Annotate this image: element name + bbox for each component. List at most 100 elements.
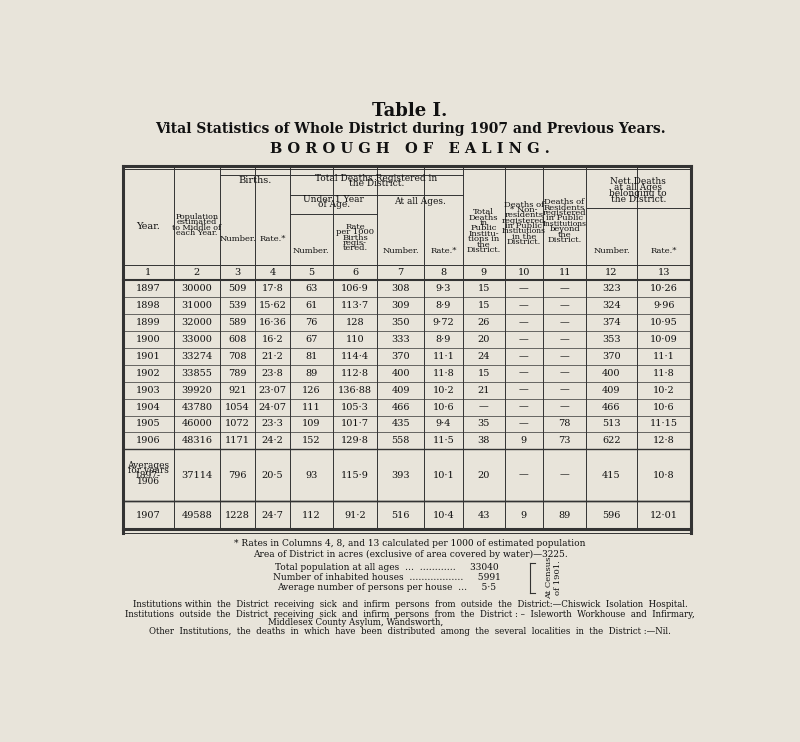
Text: —: — xyxy=(560,335,570,344)
Text: 9·72: 9·72 xyxy=(433,318,454,326)
Text: 1900: 1900 xyxy=(136,335,161,344)
Text: 6: 6 xyxy=(352,268,358,277)
Text: 409: 409 xyxy=(391,386,410,395)
Text: 333: 333 xyxy=(391,335,410,344)
Text: 10·26: 10·26 xyxy=(650,284,678,293)
Text: registered: registered xyxy=(502,217,546,225)
Text: —: — xyxy=(478,403,489,412)
Text: —: — xyxy=(560,403,570,412)
Text: 11·8: 11·8 xyxy=(653,369,674,378)
Text: 91·2: 91·2 xyxy=(344,510,366,519)
Text: Institutions: Institutions xyxy=(502,228,546,235)
Text: 1171: 1171 xyxy=(225,436,250,445)
Text: beyond: beyond xyxy=(550,225,580,233)
Text: —: — xyxy=(519,369,529,378)
Text: 10·95: 10·95 xyxy=(650,318,678,326)
Text: belonging to: belonging to xyxy=(610,189,667,198)
Text: —: — xyxy=(519,419,529,428)
Text: 20: 20 xyxy=(478,335,490,344)
Text: 1899: 1899 xyxy=(136,318,161,326)
Text: Number of inhabited houses  ………………     5991: Number of inhabited houses ……………… 5991 xyxy=(273,574,501,582)
Text: 43780: 43780 xyxy=(182,403,212,412)
Text: 128: 128 xyxy=(346,318,364,326)
Text: 370: 370 xyxy=(391,352,410,361)
Text: At all Ages.: At all Ages. xyxy=(394,197,446,206)
Text: 308: 308 xyxy=(391,284,410,293)
Text: 39920: 39920 xyxy=(182,386,212,395)
Text: 110: 110 xyxy=(346,335,364,344)
Text: 466: 466 xyxy=(602,403,621,412)
Text: 11·15: 11·15 xyxy=(650,419,678,428)
Text: 129·8: 129·8 xyxy=(341,436,369,445)
Text: 15: 15 xyxy=(478,369,490,378)
Text: 9: 9 xyxy=(481,268,486,277)
Text: 513: 513 xyxy=(602,419,621,428)
Text: 49588: 49588 xyxy=(182,510,212,519)
Text: Year.: Year. xyxy=(137,222,160,231)
Text: 789: 789 xyxy=(228,369,247,378)
Text: 3: 3 xyxy=(234,268,241,277)
Text: —: — xyxy=(560,352,570,361)
Text: 115·9: 115·9 xyxy=(341,470,369,479)
Text: —: — xyxy=(560,284,570,293)
Text: 78: 78 xyxy=(558,419,570,428)
Text: 10·8: 10·8 xyxy=(653,470,674,479)
Text: 374: 374 xyxy=(602,318,621,326)
Text: 12: 12 xyxy=(606,268,618,277)
Text: Deaths of: Deaths of xyxy=(545,198,585,206)
Text: District.: District. xyxy=(547,236,582,244)
Text: 596: 596 xyxy=(602,510,621,519)
Text: 796: 796 xyxy=(228,470,247,479)
Text: estimated: estimated xyxy=(177,218,217,226)
Text: 136·88: 136·88 xyxy=(338,386,372,395)
Text: 11·1: 11·1 xyxy=(432,352,454,361)
Text: 8·9: 8·9 xyxy=(436,301,451,310)
Text: 8·9: 8·9 xyxy=(436,335,451,344)
Text: 608: 608 xyxy=(228,335,246,344)
Text: Institutions  outside  the  District  receiving  sick  and  infirm  persons  fro: Institutions outside the District receiv… xyxy=(125,610,695,619)
Text: 113·7: 113·7 xyxy=(341,301,369,310)
Text: District.: District. xyxy=(507,238,541,246)
Text: 1905: 1905 xyxy=(136,419,161,428)
Text: 16·2: 16·2 xyxy=(262,335,283,344)
Text: 11: 11 xyxy=(558,268,571,277)
Text: 400: 400 xyxy=(602,369,621,378)
Text: Population: Population xyxy=(175,213,218,221)
Text: 11·8: 11·8 xyxy=(433,369,454,378)
Text: 10·2: 10·2 xyxy=(433,386,454,395)
Text: 93: 93 xyxy=(305,470,318,479)
Text: for years: for years xyxy=(128,466,169,475)
Text: Vital Statistics of Whole District during 1907 and Previous Years.: Vital Statistics of Whole District durin… xyxy=(154,122,666,136)
Text: 33274: 33274 xyxy=(182,352,213,361)
Text: 1072: 1072 xyxy=(225,419,250,428)
Text: 10·1: 10·1 xyxy=(433,470,454,479)
Text: Rate.*: Rate.* xyxy=(650,247,677,255)
Text: 708: 708 xyxy=(228,352,247,361)
Text: —: — xyxy=(560,301,570,310)
Text: 15·62: 15·62 xyxy=(258,301,286,310)
Text: Number.: Number. xyxy=(382,247,419,255)
Text: 415: 415 xyxy=(602,470,621,479)
Text: 15: 15 xyxy=(478,301,490,310)
Text: Births: Births xyxy=(342,234,368,242)
Text: 353: 353 xyxy=(602,335,621,344)
Text: 516: 516 xyxy=(391,510,410,519)
Text: Middlesex County Asylum, Wandsworth,: Middlesex County Asylum, Wandsworth, xyxy=(268,618,443,627)
Text: of Age.: of Age. xyxy=(318,200,350,209)
Text: 309: 309 xyxy=(391,301,410,310)
Text: 35: 35 xyxy=(478,419,490,428)
Text: 1228: 1228 xyxy=(225,510,250,519)
Text: in the: in the xyxy=(512,233,536,241)
Text: registered: registered xyxy=(542,209,586,217)
Text: in Public: in Public xyxy=(546,214,583,223)
Text: —: — xyxy=(519,284,529,293)
Text: Births.: Births. xyxy=(238,176,272,186)
Text: 558: 558 xyxy=(391,436,410,445)
Text: 539: 539 xyxy=(228,301,247,310)
Text: 89: 89 xyxy=(558,510,570,519)
Text: 152: 152 xyxy=(302,436,321,445)
Text: regis-: regis- xyxy=(343,239,367,247)
Text: 11·1: 11·1 xyxy=(653,352,674,361)
Text: 9·4: 9·4 xyxy=(435,419,451,428)
Text: Public: Public xyxy=(470,224,497,232)
